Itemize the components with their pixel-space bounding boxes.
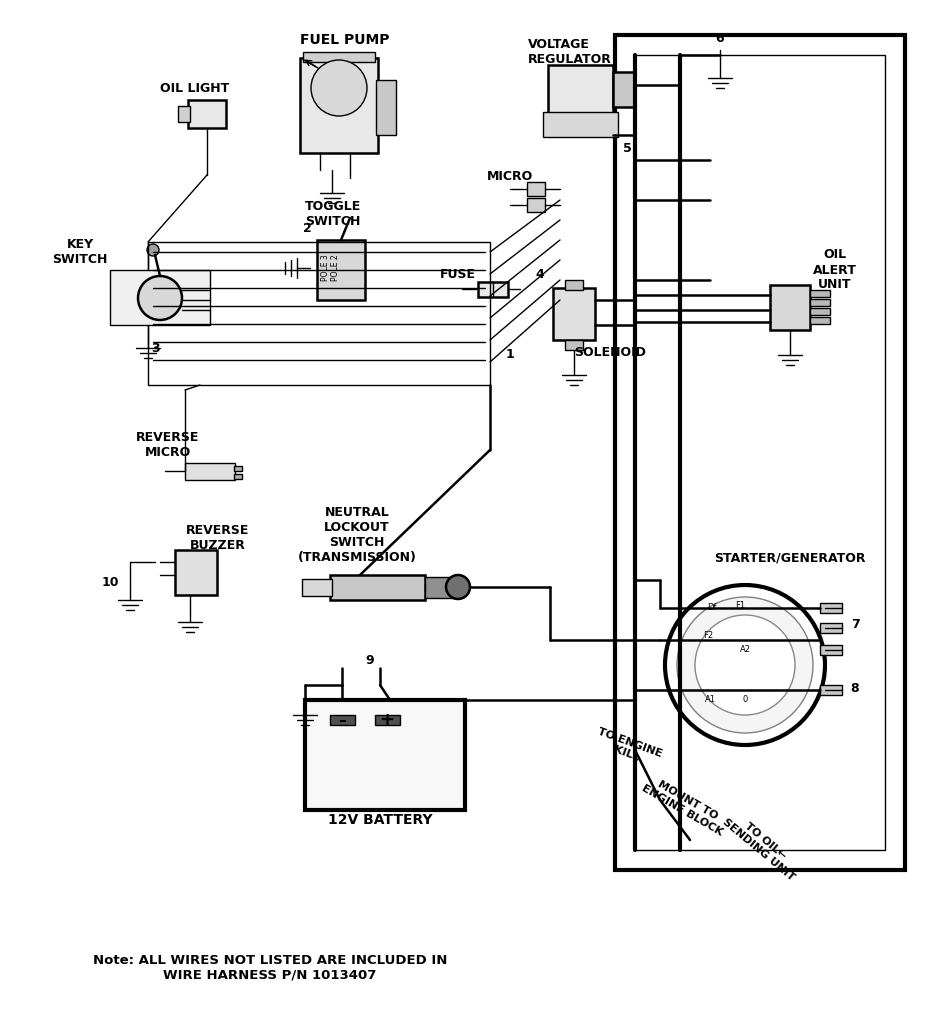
Text: KEY
SWITCH: KEY SWITCH [52, 238, 108, 266]
Text: F1: F1 [735, 600, 745, 609]
Text: MOUNT TO
ENGINE BLOCK: MOUNT TO ENGINE BLOCK [640, 773, 730, 838]
Text: 10: 10 [101, 577, 119, 590]
Text: –: – [338, 713, 346, 727]
Bar [770, 285, 810, 330]
Bar [234, 474, 242, 479]
Bar [330, 715, 355, 725]
Bar [375, 715, 400, 725]
Text: STARTER/GENERATOR: STARTER/GENERATOR [714, 552, 866, 564]
Circle shape [677, 597, 813, 733]
Text: 6: 6 [716, 32, 724, 44]
Bar [543, 112, 618, 137]
Text: A2: A2 [739, 645, 751, 654]
Bar [820, 623, 842, 633]
Bar [175, 550, 217, 595]
Text: +: + [379, 711, 394, 729]
Bar [185, 463, 235, 480]
Bar [234, 466, 242, 471]
Bar [565, 280, 583, 290]
Text: VOLTAGE
REGULATOR: VOLTAGE REGULATOR [528, 38, 612, 66]
Text: REVERSE
MICRO: REVERSE MICRO [137, 431, 199, 459]
Text: OIL
ALERT
UNIT: OIL ALERT UNIT [813, 249, 857, 292]
Bar [810, 299, 830, 306]
Bar [820, 645, 842, 655]
Text: POLE 2: POLE 2 [330, 255, 340, 282]
Bar [810, 308, 830, 315]
Text: A1: A1 [705, 695, 715, 705]
Text: 0: 0 [742, 695, 748, 705]
Circle shape [311, 60, 367, 116]
Bar [478, 282, 508, 297]
Text: 4: 4 [535, 268, 545, 282]
Text: MICRO: MICRO [487, 171, 534, 183]
Circle shape [147, 244, 159, 256]
Bar [810, 317, 830, 324]
Text: FUEL PUMP: FUEL PUMP [300, 33, 389, 47]
Bar [635, 55, 885, 850]
Circle shape [138, 276, 182, 319]
Bar [303, 52, 375, 62]
Bar [527, 198, 545, 212]
Text: Note: ALL WIRES NOT LISTED ARE INCLUDED IN
WIRE HARNESS P/N 1013407: Note: ALL WIRES NOT LISTED ARE INCLUDED … [93, 954, 447, 982]
Text: F2: F2 [703, 631, 713, 640]
Bar [330, 575, 425, 600]
Bar [527, 182, 545, 196]
Text: TO ENGINE
KILL: TO ENGINE KILL [592, 726, 664, 770]
Text: TO OIL←
SENDING UNIT: TO OIL← SENDING UNIT [721, 808, 804, 883]
Bar [188, 100, 226, 128]
Text: 2: 2 [302, 221, 312, 234]
Bar [178, 106, 190, 122]
Bar [376, 80, 396, 135]
Bar [302, 579, 332, 596]
Bar [110, 270, 210, 325]
Circle shape [695, 615, 795, 715]
Bar [148, 242, 490, 385]
Bar [820, 685, 842, 695]
Circle shape [446, 575, 470, 599]
Text: NEUTRAL
LOCKOUT
SWITCH
(TRANSMISSION): NEUTRAL LOCKOUT SWITCH (TRANSMISSION) [298, 506, 417, 564]
Text: 3: 3 [151, 341, 159, 354]
Text: FUSE: FUSE [440, 268, 476, 282]
Bar [300, 58, 378, 153]
Text: POLE 3: POLE 3 [320, 255, 329, 282]
Text: 12V BATTERY: 12V BATTERY [328, 813, 432, 827]
Bar [548, 65, 613, 115]
Bar [565, 340, 583, 350]
Text: 7: 7 [851, 618, 859, 632]
Bar [615, 35, 905, 870]
Bar [810, 290, 830, 297]
Text: Df: Df [708, 603, 717, 612]
Bar [317, 240, 365, 300]
Text: 1: 1 [505, 348, 515, 361]
Circle shape [665, 585, 825, 745]
Text: 9: 9 [366, 653, 374, 667]
Bar [305, 700, 465, 810]
Text: REVERSE
BUZZER: REVERSE BUZZER [186, 524, 250, 552]
Text: OIL LIGHT: OIL LIGHT [160, 82, 229, 94]
Text: SOLENOID: SOLENOID [574, 345, 646, 358]
Text: TOGGLE
SWITCH: TOGGLE SWITCH [305, 200, 361, 228]
Bar [425, 577, 455, 598]
Text: 8: 8 [851, 682, 859, 694]
Bar [820, 603, 842, 613]
Bar [613, 72, 635, 106]
Text: 5: 5 [623, 141, 632, 155]
Bar [553, 288, 595, 340]
